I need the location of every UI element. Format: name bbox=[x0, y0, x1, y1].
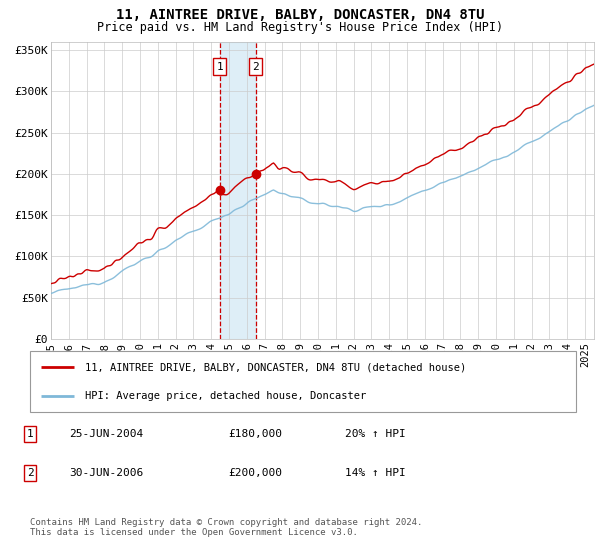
Text: 20% ↑ HPI: 20% ↑ HPI bbox=[345, 429, 406, 439]
Text: 1: 1 bbox=[217, 62, 223, 72]
Text: Price paid vs. HM Land Registry's House Price Index (HPI): Price paid vs. HM Land Registry's House … bbox=[97, 21, 503, 34]
Text: 11, AINTREE DRIVE, BALBY, DONCASTER, DN4 8TU (detached house): 11, AINTREE DRIVE, BALBY, DONCASTER, DN4… bbox=[85, 362, 466, 372]
Text: Contains HM Land Registry data © Crown copyright and database right 2024.
This d: Contains HM Land Registry data © Crown c… bbox=[30, 518, 422, 538]
Text: HPI: Average price, detached house, Doncaster: HPI: Average price, detached house, Donc… bbox=[85, 391, 366, 402]
Text: 25-JUN-2004: 25-JUN-2004 bbox=[69, 429, 143, 439]
Bar bbox=[220, 42, 256, 339]
Text: 30-JUN-2006: 30-JUN-2006 bbox=[69, 468, 143, 478]
Text: 2: 2 bbox=[252, 62, 259, 72]
Text: 1: 1 bbox=[26, 429, 34, 439]
Text: £180,000: £180,000 bbox=[228, 429, 282, 439]
Text: 11, AINTREE DRIVE, BALBY, DONCASTER, DN4 8TU: 11, AINTREE DRIVE, BALBY, DONCASTER, DN4… bbox=[116, 8, 484, 22]
Text: 2: 2 bbox=[26, 468, 34, 478]
Text: 14% ↑ HPI: 14% ↑ HPI bbox=[345, 468, 406, 478]
FancyBboxPatch shape bbox=[30, 351, 576, 412]
Text: £200,000: £200,000 bbox=[228, 468, 282, 478]
